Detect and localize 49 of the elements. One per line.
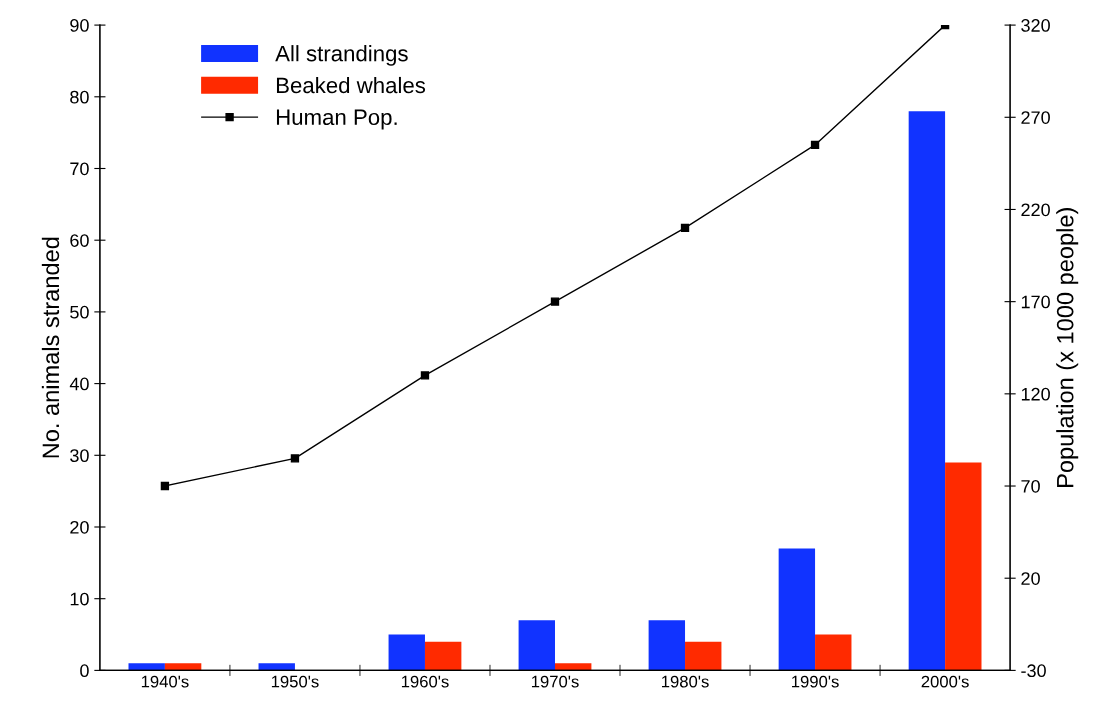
y-tick-label: 30 [70,449,89,463]
bar [685,641,722,671]
y-tick-label: 90 [70,19,89,32]
y-tick-label: 80 [70,90,89,104]
y2-tick-label: 220 [1021,203,1050,217]
point [810,140,820,150]
x-tick-label: 1980's [662,675,709,688]
y-tick-label: 0 [80,664,89,678]
bar [945,462,982,671]
bar [815,634,852,671]
x-tick-label: 1940's [141,675,189,688]
bar [778,548,816,671]
bar [518,620,555,671]
y2-axis-title: Population (x 1000 people) [1056,208,1079,487]
legend-label: All strandings [275,45,408,66]
y-axis-title: No. animals stranded [41,237,60,458]
legend-label: Beaked whales [276,76,426,94]
bar [648,620,686,671]
x-tick-label: 1950's [271,675,319,688]
y2-tick-label: -30 [1021,664,1046,678]
y2-tick-label: 70 [1021,479,1040,493]
point [420,371,430,380]
x-tick-label: 1990's [792,675,839,688]
y-tick-label: 20 [70,520,89,534]
y-tick-label: 50 [70,305,89,319]
y2-tick-label: 270 [1021,111,1050,124]
y2-tick-label: 120 [1021,387,1050,401]
point [550,297,560,306]
y2-tick-label: 170 [1021,295,1050,309]
x-tick-label: 1960's [401,675,449,688]
bar [424,641,462,671]
bar [555,663,592,671]
y-tick-label: 40 [69,377,89,391]
y-tick-label: 70 [70,162,89,176]
y-tick-label: 10 [70,592,89,606]
x-tick-label: 1970's [531,675,579,688]
x-tick-label: 2000's [921,675,969,688]
bar [908,111,946,671]
y2-tick-label: 320 [1021,19,1050,32]
bar [258,663,295,671]
point [160,481,170,491]
point [680,223,690,233]
y-tick-label: 60 [70,234,89,247]
bar [128,663,165,671]
y2-tick-label: 20 [1021,572,1040,585]
bar [388,634,425,671]
bar [164,663,202,671]
legend-label: Human Pop. [276,109,397,130]
point [290,454,300,463]
